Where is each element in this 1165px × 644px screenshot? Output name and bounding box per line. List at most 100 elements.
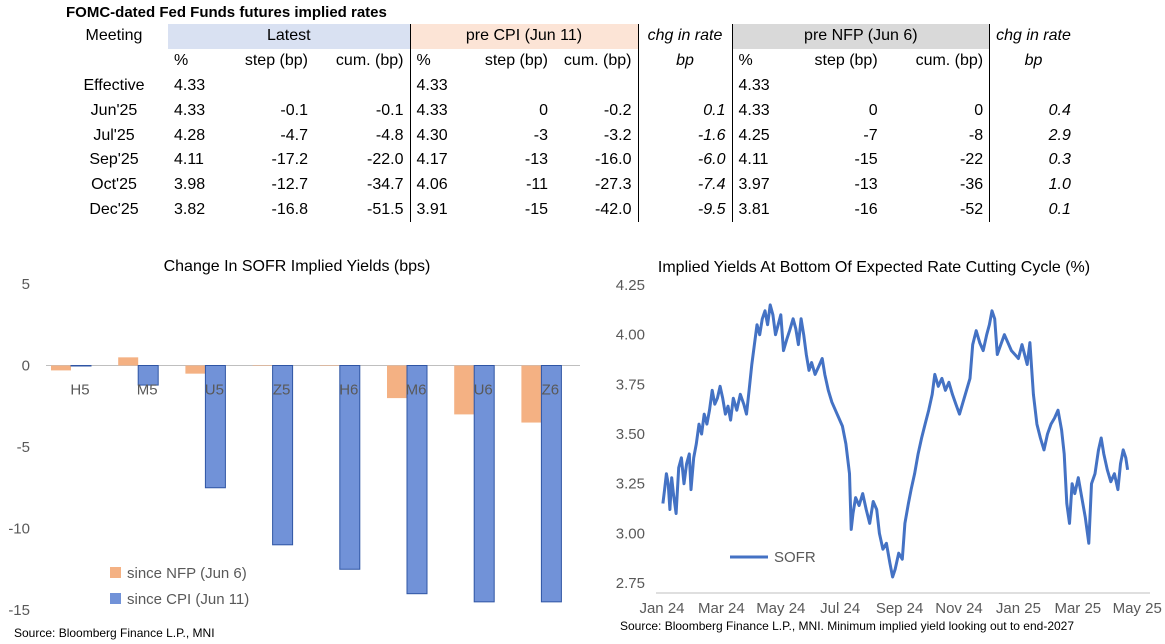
bar-chart-title: Change In SOFR Implied Yields (bps) bbox=[164, 258, 431, 275]
table-row: Sep'25 4.11 -17.2 -22.0 4.17 -13 -16.0 -6.0 4.11… bbox=[58, 147, 1077, 173]
cell-chg2: 0.4 bbox=[989, 98, 1077, 124]
cell-chg1: -7.4 bbox=[637, 172, 732, 198]
line-x-tick: Mar 24 bbox=[698, 600, 745, 617]
bar-legend: since NFP (Jun 6) since CPI (Jun 11) bbox=[110, 565, 249, 608]
legend-label-nfp: since NFP (Jun 6) bbox=[127, 565, 247, 582]
group-chg-in-rate-2: chg in rate bbox=[989, 24, 1077, 49]
cell-n-step: -16 bbox=[854, 200, 878, 218]
line-x-tick: Nov 24 bbox=[935, 600, 983, 617]
cell-c-cum: -27.3 bbox=[595, 176, 632, 194]
cell-chg2 bbox=[989, 73, 1077, 99]
cell-chg2: 1.0 bbox=[989, 172, 1077, 198]
cell-n-cum: -52 bbox=[960, 200, 984, 218]
cell-c-pct: 4.33 bbox=[409, 98, 462, 124]
line-y-tick: 4.25 bbox=[616, 277, 645, 294]
bar-cpi-m6 bbox=[406, 365, 428, 595]
cell-chg1: -9.5 bbox=[637, 197, 732, 223]
cell-l-cum: -51.5 bbox=[367, 200, 404, 218]
cell-c-cum: -42.0 bbox=[595, 200, 632, 218]
cell-meeting: Jun'25 bbox=[90, 101, 138, 119]
table-row: Oct'25 3.98 -12.7 -34.7 4.06 -11 -27.3 -7.4 3.97… bbox=[58, 172, 1077, 198]
group-latest: Latest bbox=[168, 24, 410, 49]
table-sub-header: % step (bp) cum. (bp) % step (bp) cum. (… bbox=[58, 48, 1077, 74]
sub-cum-latest: cum. (bp) bbox=[335, 52, 404, 70]
bar-x-tick: M5 bbox=[137, 382, 158, 399]
cell-c-pct: 4.17 bbox=[409, 147, 462, 173]
cell-l-pct: 4.11 bbox=[174, 151, 204, 169]
line-x-tick: Jan 24 bbox=[639, 600, 684, 617]
bar-x-tick: H6 bbox=[339, 382, 358, 399]
bar-y-tick: 5 bbox=[22, 276, 30, 293]
bar-cpi-z5 bbox=[272, 365, 294, 546]
bar-nfp-z6 bbox=[521, 365, 542, 423]
group-pre-cpi: pre CPI (Jun 11) bbox=[409, 24, 638, 49]
line-y-tick: 3.00 bbox=[616, 525, 645, 542]
line-x-tick: Jan 25 bbox=[996, 600, 1041, 617]
line-x-axis: Jan 24 Mar 24 May 24 Jul 24 Sep 24 Nov 24 Jan … bbox=[639, 600, 1161, 617]
cell-l-cum: -4.8 bbox=[375, 126, 404, 144]
legend-label-sofr: SOFR bbox=[774, 549, 816, 566]
cell-chg2: 0.3 bbox=[989, 147, 1077, 173]
cell-c-step: -11 bbox=[526, 176, 548, 194]
bar-nfp-u5 bbox=[185, 365, 206, 374]
cell-chg1: 0.1 bbox=[637, 98, 732, 124]
cell-chg1: -6.0 bbox=[637, 147, 732, 173]
sub-pct-latest: % bbox=[174, 52, 189, 70]
line-y-tick: 3.25 bbox=[616, 476, 645, 493]
cell-l-pct: 4.28 bbox=[174, 126, 206, 144]
bar-y-tick: -15 bbox=[8, 602, 30, 619]
line-x-tick: Jul 24 bbox=[820, 600, 860, 617]
sofr-series-line bbox=[661, 303, 1130, 579]
bar-cpi-h6 bbox=[339, 365, 361, 570]
cell-c-cum: -0.2 bbox=[603, 101, 632, 119]
line-x-tick: May 24 bbox=[756, 600, 805, 617]
line-y-tick: 4.00 bbox=[616, 327, 645, 344]
sub-cum-nfp: cum. (bp) bbox=[915, 52, 984, 70]
cell-l-cum: -22.0 bbox=[367, 151, 404, 169]
bar-x-axis: H5 M5 U5 Z5 H6 M6 U6 Z6 bbox=[70, 382, 559, 399]
cell-c-pct: 4.30 bbox=[409, 123, 462, 148]
bar-x-tick: Z5 bbox=[273, 382, 291, 399]
cell-c-step: -3 bbox=[533, 126, 548, 144]
bar-nfp-m5 bbox=[118, 357, 139, 366]
sub-pct-nfp: % bbox=[731, 48, 776, 74]
sub-pct-cpi: % bbox=[409, 48, 462, 74]
cell-chg1 bbox=[637, 73, 732, 99]
cell-l-step: -4.7 bbox=[280, 126, 308, 144]
bar-x-tick: Z6 bbox=[542, 382, 560, 399]
cell-l-step: -17.2 bbox=[271, 151, 308, 169]
cell-c-cum: -16.0 bbox=[595, 151, 632, 169]
cell-meeting: Dec'25 bbox=[89, 200, 139, 218]
bar-nfp-z5 bbox=[252, 365, 273, 366]
bar-y-tick: -5 bbox=[17, 439, 30, 456]
cell-c-cum: -3.2 bbox=[603, 126, 632, 144]
cell-l-pct: 3.82 bbox=[174, 200, 206, 218]
table-row: Jul'25 4.28 -4.7 -4.8 4.30 -3 -3.2 -1.6 4.25 -7 -8… bbox=[58, 123, 1077, 148]
bar-cpi-m5 bbox=[137, 365, 159, 386]
cell-n-step: -15 bbox=[854, 151, 878, 169]
line-y-tick: 3.75 bbox=[616, 376, 645, 393]
sub-step-cpi: step (bp) bbox=[484, 52, 548, 70]
table-row: Effective 4.33 4.33 4.33 bbox=[58, 73, 1077, 99]
cell-n-cum: -22 bbox=[960, 151, 984, 169]
table-row: Jun'25 4.33 -0.1 -0.1 4.33 0 -0.2 0.1 4.33 0 0 0.4 bbox=[58, 98, 1077, 124]
cell-c-pct: 3.91 bbox=[409, 197, 462, 223]
cell-l-step: -12.7 bbox=[271, 176, 308, 194]
cell-l-cum: -34.7 bbox=[367, 176, 404, 194]
rates-table: Meeting Latest pre CPI (Jun 11) chg in r… bbox=[58, 24, 1077, 223]
cell-l-step: -16.8 bbox=[271, 200, 308, 218]
bar-y-axis: 5 0 -5 -10 -15 bbox=[8, 276, 30, 619]
cell-n-pct: 4.25 bbox=[731, 123, 776, 148]
bar-nfp-h6 bbox=[319, 365, 340, 366]
line-x-tick: Mar 25 bbox=[1054, 600, 1101, 617]
line-y-tick: 3.50 bbox=[616, 426, 645, 443]
bar-marks bbox=[51, 357, 562, 603]
cell-c-step: -13 bbox=[524, 151, 548, 169]
cell-c-step: 0 bbox=[539, 101, 548, 119]
cell-n-cum: -8 bbox=[968, 126, 984, 144]
table-row: Dec'25 3.82 -16.8 -51.5 3.91 -15 -42.0 -9.5 3.81… bbox=[58, 197, 1077, 223]
table-title: FOMC-dated Fed Funds futures implied rat… bbox=[66, 4, 387, 21]
cell-c-pct: 4.06 bbox=[409, 172, 462, 198]
bar-nfp-h5 bbox=[51, 365, 71, 371]
